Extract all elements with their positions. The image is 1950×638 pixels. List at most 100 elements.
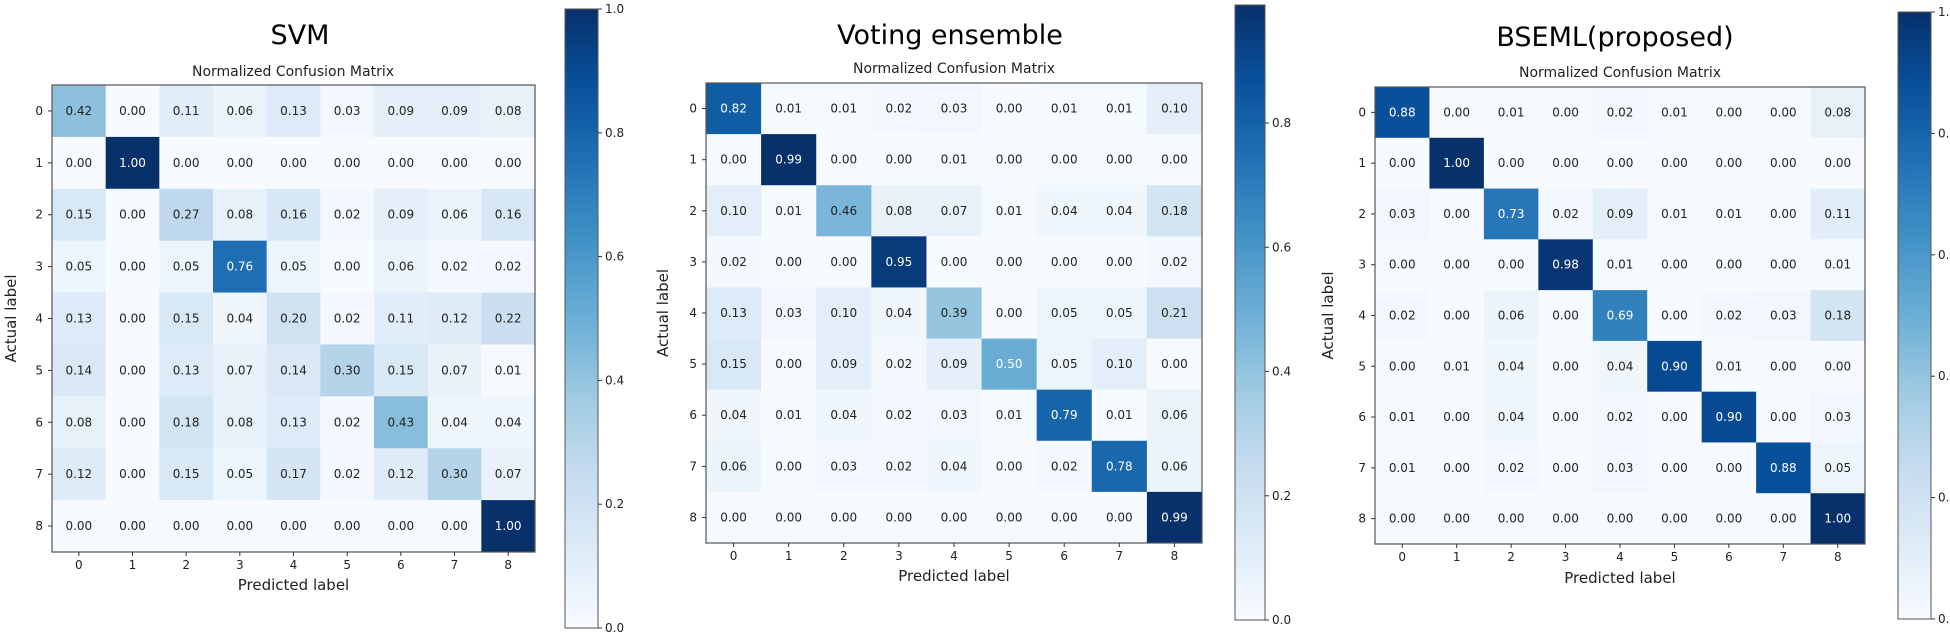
cell-value-label: 0.01 [1661,105,1688,119]
heatmap-cell [213,500,268,553]
cell-value-label: 0.00 [280,156,307,170]
cell-value-label: 0.02 [886,102,913,116]
heatmap-cell [427,396,482,449]
heatmap-cell [1146,440,1203,493]
cell-value-label: 0.03 [334,104,361,118]
heatmap-cell [1036,134,1093,186]
cell-value-label: 0.04 [941,459,968,473]
heatmap-cell [706,389,762,442]
cell-value-label: 0.00 [334,260,361,274]
cell-value-label: 0.39 [941,306,968,320]
heatmap-cell [427,240,482,294]
cell-value-label: 0.46 [830,204,857,218]
cell-value-label: 0.00 [1770,359,1797,373]
heatmap-cell [52,292,107,345]
cell-value-label: 0.09 [941,357,968,371]
heatmap-cell [1756,290,1812,342]
colorbar-tick-label: 0.0 [1272,613,1291,627]
heatmap-cell [374,188,429,242]
colorbar-tick-label: 0.4 [605,373,624,387]
cell-value-label: 0.02 [441,260,468,274]
cell-value-label: 0.00 [334,156,361,170]
cell-value-label: 0.00 [119,467,146,481]
heatmap-cell [1036,287,1093,340]
x-tick-label: 6 [1060,549,1068,563]
heatmap-cell [1810,442,1866,494]
heatmap-panel: 0.82 0.01 0.01 0.02 0.03 0.00 0.01 0.01 0.100.00… [654,4,1291,627]
cell-value-label: 0.00 [1443,105,1470,119]
heatmap-cell [871,185,927,237]
cell-value-label: 0.00 [886,153,913,167]
cell-value-label: 0.00 [941,255,968,269]
cell-value-label: 0.00 [775,510,802,524]
heatmap-cell [706,83,762,135]
heatmap-cell [105,292,160,345]
heatmap-cell [1810,290,1866,342]
cell-value-label: 0.04 [495,415,522,429]
heatmap-cell [1701,493,1757,545]
cell-value-label: 0.09 [387,104,414,118]
cell-value-label: 0.01 [1389,410,1416,424]
cell-value-label: 0.00 [1661,258,1688,272]
heatmap-cell [761,287,817,340]
cell-value-label: 0.01 [1824,258,1851,272]
colorbar-tick-label: 0.0 [605,621,624,635]
cell-value-label: 0.02 [720,255,747,269]
cell-value-label: 0.00 [1443,461,1470,475]
heatmap-cell [1647,340,1703,393]
x-axis-label: Predicted label [238,576,349,594]
y-tick-label: 4 [689,306,697,320]
cell-value-label: 0.00 [119,415,146,429]
cell-value-label: 0.08 [886,204,913,218]
cell-value-label: 0.43 [387,415,414,429]
cell-value-label: 0.30 [334,363,361,377]
heatmap-cell [52,136,107,190]
heatmap-cell [266,448,321,501]
heatmap-cell [266,396,321,449]
cell-value-label: 0.00 [830,255,857,269]
y-axis-label: Actual label [654,269,672,357]
cell-value-label: 0.06 [1498,309,1525,323]
y-tick-label: 6 [689,408,697,422]
cell-value-label: 0.95 [886,255,913,269]
cell-value-label: 0.04 [886,306,913,320]
cell-value-label: 0.00 [1498,258,1525,272]
heatmap-cell [1036,389,1093,442]
cell-value-label: 0.01 [1716,207,1743,221]
cell-value-label: 0.17 [280,467,307,481]
cell-value-label: 0.00 [1552,359,1579,373]
heatmap-cell [981,134,1038,186]
cell-value-label: 0.02 [334,208,361,222]
cell-value-label: 0.02 [1498,461,1525,475]
heatmap-cell [706,185,762,237]
heatmap-cell [1375,391,1430,443]
cell-value-label: 0.16 [495,208,522,222]
heatmap-cell [266,292,321,345]
heatmap-cell [761,134,817,186]
cell-value-label: 0.00 [1443,258,1470,272]
cell-value-label: 0.00 [1716,156,1743,170]
y-tick-label: 4 [1358,309,1366,323]
heatmap-cell [481,292,536,345]
x-tick-label: 5 [343,558,351,572]
cell-value-label: 0.82 [720,102,747,116]
heatmap-cell [871,236,927,288]
cell-value-label: 0.78 [1106,459,1133,473]
heatmap-cell [213,396,268,449]
cell-value-label: 0.00 [996,102,1023,116]
heatmap-cell [1483,188,1539,240]
cell-value-label: 0.15 [387,363,414,377]
cell-value-label: 0.02 [1161,255,1188,269]
cell-value-label: 0.18 [1824,309,1851,323]
x-tick-label: 7 [1780,550,1788,564]
cell-value-label: 0.08 [1824,105,1851,119]
y-tick-label: 3 [35,260,43,274]
heatmap-cell [1146,83,1203,135]
heatmap-cell [1146,491,1203,544]
heatmap-cell [1091,185,1148,237]
colorbar-tick-label: 0.2 [605,497,624,511]
cell-value-label: 0.07 [495,467,522,481]
cell-value-label: 0.00 [1161,153,1188,167]
heatmap-cell [213,188,268,242]
cell-value-label: 0.12 [441,312,468,326]
